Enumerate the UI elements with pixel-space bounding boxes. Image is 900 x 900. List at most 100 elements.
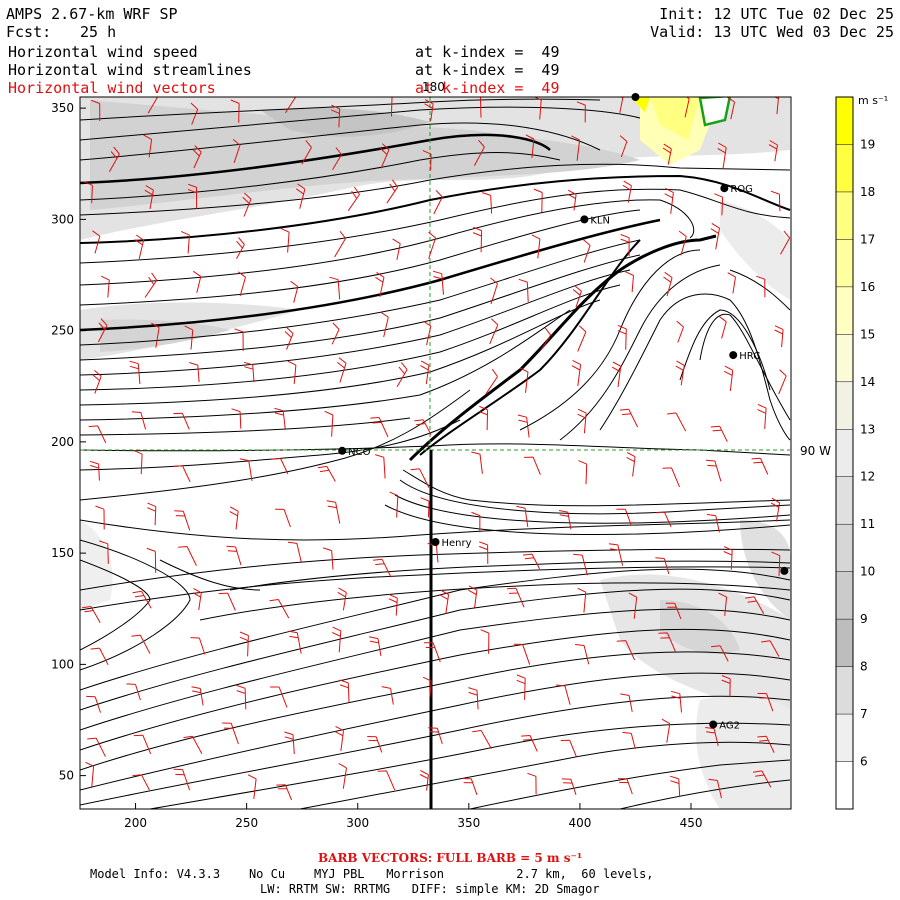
wind-barb [768,140,778,162]
wind-barb [771,551,781,577]
station-label: HRC [739,351,760,362]
wind-barb [284,327,294,350]
forecast-label: Fcst: [6,23,52,41]
wind-barb [381,686,394,705]
wind-barb [658,632,677,653]
wind-barb [533,97,542,120]
wind-barb [329,276,341,300]
wind-barb [717,142,727,169]
wind-barb [338,762,347,789]
wind-barb [555,684,571,705]
wind-barb [576,101,586,123]
wind-barb [525,134,535,158]
wind-barb [616,508,632,526]
wind-barb [516,674,526,700]
wind-barb [369,636,382,656]
parallel-label: 90 W [800,444,831,458]
y-tick-label: 200 [51,435,74,449]
wind-barb [274,407,286,429]
colorbar-swatch [836,286,853,335]
wind-barb [132,590,152,609]
station-marker [580,215,589,224]
colorbar-label: 19 [860,137,875,151]
wind-barb [324,410,334,437]
wind-barb [322,547,334,570]
wind-barb [628,592,638,619]
wind-barb [131,411,147,430]
wind-barb [471,451,483,474]
field-1-level: at k-index = 49 [415,43,560,61]
wind-barb [485,368,498,395]
x-tick-label: 250 [235,816,258,830]
wind-barb [472,226,483,253]
wind-barb [190,102,199,125]
wind-barb [337,357,347,383]
station-label: AG2 [719,720,740,731]
wind-barb [577,587,587,613]
wind-barb [684,97,690,118]
wind-barb [718,592,728,616]
wind-barb [190,637,206,655]
wind-barb [270,686,288,708]
wind-barb [573,553,588,576]
wind-barb [482,192,493,214]
wind-barb [100,275,110,298]
wind-barb [193,270,202,293]
wind-barb [339,679,350,703]
wind-barb [386,179,399,204]
wind-barb [473,139,485,166]
wind-barb [373,558,392,578]
wind-barb [471,511,481,533]
wind-barb [187,183,198,209]
wind-barb [424,642,441,663]
wind-barb [625,271,634,293]
wind-barb [439,589,450,614]
wind-barb [577,408,587,434]
wind-barb [428,231,437,259]
wind-barb [367,736,383,753]
wind-barb [95,505,105,530]
wind-barb [611,361,622,388]
field-3-name: Horizontal wind vectors [8,79,216,97]
colorbar-swatch [836,429,853,477]
wind-barb [189,362,200,383]
init-time: Init: 12 UTC Tue 02 Dec 25 [659,5,894,23]
wind-barb [578,460,588,485]
wind-barb [619,135,628,158]
wind-barb [761,640,780,657]
wind-barb [558,510,572,530]
wind-barb [269,599,290,619]
wind-barb [92,230,101,254]
wind-barb [522,553,541,570]
wind-barb [577,325,587,352]
wind-barb [390,97,393,117]
wind-barb [146,547,157,573]
colorbar-swatch [836,191,853,240]
wind-barb [622,180,632,203]
wind-barb [617,324,627,350]
wind-barb [331,104,341,128]
wind-barb [126,683,141,701]
wind-barb [229,506,239,530]
wind-barb [236,684,247,710]
wind-barb [234,328,244,351]
wind-barb [370,417,389,438]
wind-barb [670,690,682,713]
wind-barb [184,325,194,350]
wind-barb [97,318,108,343]
wind-barb [347,186,360,211]
field-3-level: at k-index = 49 [415,79,560,97]
wind-barb [757,693,774,712]
y-tick-label: 100 [51,657,74,671]
wind-barb [770,497,781,522]
wind-barb [380,143,390,169]
station-marker [729,351,738,360]
colorbar-label: 10 [860,565,875,579]
wind-barb [331,322,340,345]
wind-barb [721,675,731,698]
model-title: AMPS 2.67-km WRF SP [6,5,178,23]
streamlines [80,98,791,809]
wind-barb [521,735,538,752]
wind-barb [527,772,537,795]
wind-barb [620,234,630,257]
